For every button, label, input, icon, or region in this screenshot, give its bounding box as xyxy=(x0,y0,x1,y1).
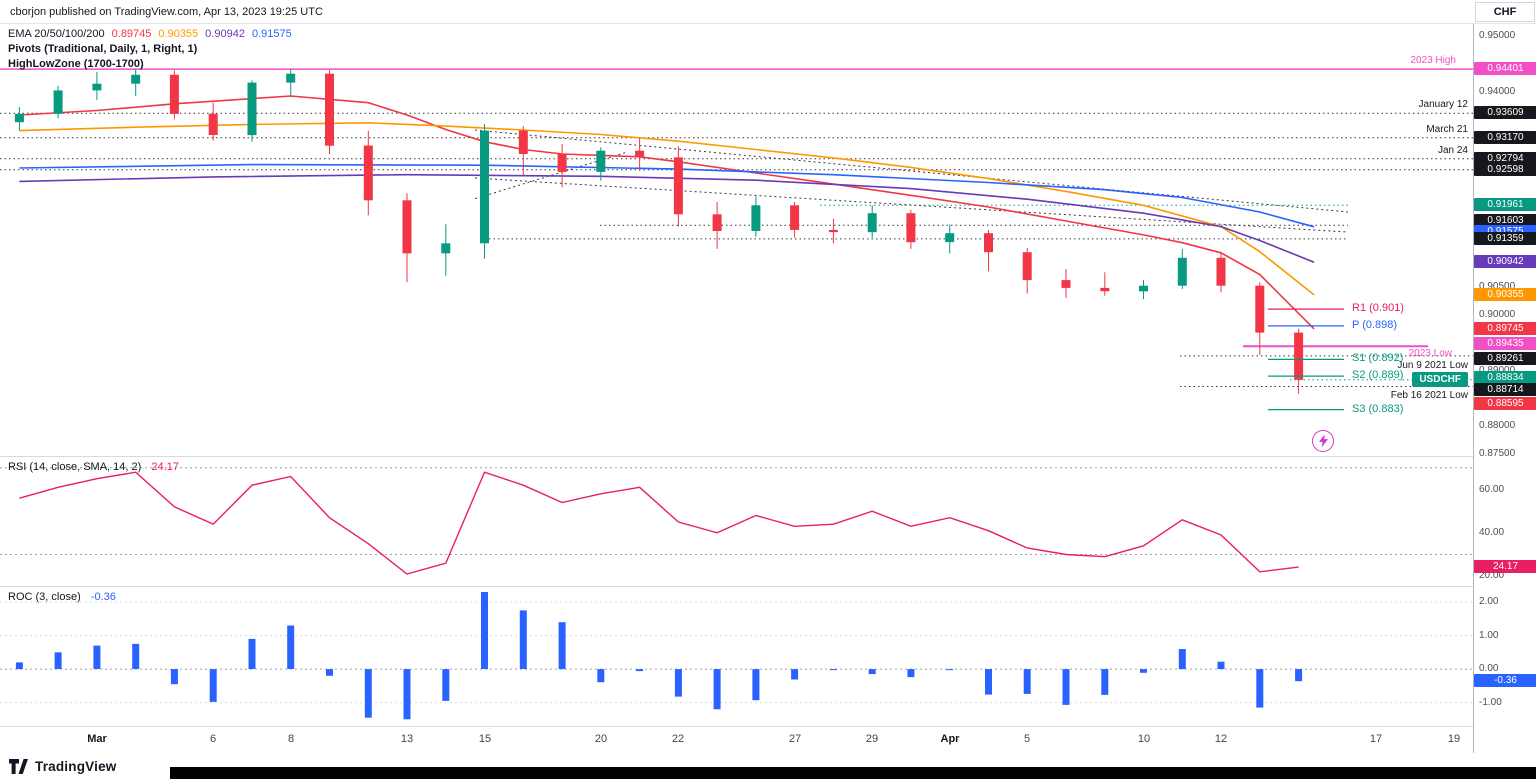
tradingview-logo-icon xyxy=(9,758,28,774)
rsi-badge: 24.17 xyxy=(1474,560,1536,573)
footer: TradingView xyxy=(0,753,1536,779)
price-tick: 0.88000 xyxy=(1479,420,1516,431)
price-badge: 0.93609 xyxy=(1474,106,1536,119)
main-legend: EMA 20/50/100/200 0.89745 0.90355 0.90942 0.… xyxy=(8,27,292,72)
ema-value: 0.90355 xyxy=(158,28,199,40)
roc-chart-canvas[interactable] xyxy=(0,587,1473,727)
ema-value: 0.90942 xyxy=(205,28,245,40)
rsi-pane[interactable]: RSI (14, close, SMA, 14, 2) 24.17 xyxy=(0,457,1473,587)
time-axis-label: 22 xyxy=(671,733,685,745)
attribution-bar: cborjon published on TradingView.com, Ap… xyxy=(0,0,1536,24)
roc-tick: -1.00 xyxy=(1479,697,1502,708)
price-badge: 0.93170 xyxy=(1474,131,1536,144)
footer-brand-text: TradingView xyxy=(35,758,117,774)
roc-legend[interactable]: ROC (3, close) -0.36 xyxy=(8,590,116,605)
rsi-tick: 60.00 xyxy=(1479,484,1505,495)
time-axis-label: 8 xyxy=(287,733,295,745)
roc-badge: -0.36 xyxy=(1474,674,1536,687)
price-badge: 0.94401 xyxy=(1474,62,1536,75)
legend-ema[interactable]: EMA 20/50/100/200 0.89745 0.90355 0.90942 0.… xyxy=(8,27,292,42)
price-badge: 0.88714 xyxy=(1474,383,1536,396)
roc-current-value: -0.36 xyxy=(90,591,116,603)
time-axis[interactable]: Mar 6 8 13 15 20 22 27 29 Apr 5 10 12 17 19 xyxy=(0,727,1473,753)
time-axis-label: 5 xyxy=(1023,733,1031,745)
rsi-tick: 40.00 xyxy=(1479,527,1505,538)
price-badge: 0.89745 xyxy=(1474,322,1536,335)
time-axis-label: 10 xyxy=(1137,733,1151,745)
attribution-text: cborjon published on TradingView.com, Ap… xyxy=(10,5,323,18)
flash-icon xyxy=(1312,430,1334,452)
ema-value: 0.89745 xyxy=(111,28,152,40)
price-tick: 0.95000 xyxy=(1479,30,1516,41)
time-axis-label: 13 xyxy=(400,733,414,745)
time-axis-label: 19 xyxy=(1447,733,1461,745)
ema-value: 0.91575 xyxy=(251,28,292,40)
tradingview-logo[interactable] xyxy=(9,758,28,775)
price-badge: 0.92598 xyxy=(1474,163,1536,176)
legend-pivots[interactable]: Pivots (Traditional, Daily, 1, Right, 1) xyxy=(8,43,198,55)
chart-panes: EMA 20/50/100/200 0.89745 0.90355 0.90942 0.… xyxy=(0,24,1473,753)
rsi-legend-label: RSI (14, close, SMA, 14, 2) xyxy=(8,461,142,473)
roc-pane[interactable]: ROC (3, close) -0.36 xyxy=(0,587,1473,727)
time-axis-label: 27 xyxy=(788,733,802,745)
price-tick: 0.89000 xyxy=(1479,365,1515,376)
price-tick: 0.90500 xyxy=(1479,281,1516,292)
price-tick: 0.90000 xyxy=(1479,309,1516,320)
time-axis-label: 17 xyxy=(1369,733,1383,745)
rsi-tick: 20.00 xyxy=(1479,570,1505,581)
time-axis-label: 6 xyxy=(209,733,217,745)
price-scale[interactable]: 0.95000 0.94000 0.90500 0.90000 0.89000 0.880… xyxy=(1473,24,1536,753)
price-tick: 0.94000 xyxy=(1479,86,1516,97)
legend-highlowzone[interactable]: HighLowZone (1700-1700) xyxy=(8,58,144,70)
price-badge: 0.88834 xyxy=(1474,371,1536,384)
price-badge: 0.92794 xyxy=(1474,152,1536,165)
time-axis-label: 12 xyxy=(1214,733,1228,745)
price-tick: 0.87500 xyxy=(1479,448,1516,459)
time-axis-label: Apr xyxy=(940,733,960,745)
roc-tick: 1.00 xyxy=(1479,630,1499,641)
price-badge: 0.91359 xyxy=(1474,232,1536,245)
price-badge: 0.89435 xyxy=(1474,337,1536,350)
main-price-pane[interactable]: EMA 20/50/100/200 0.89745 0.90355 0.90942 0.… xyxy=(0,24,1473,457)
lightning-bolt-icon xyxy=(1318,434,1328,448)
price-badge: 0.88595 xyxy=(1474,397,1536,410)
time-axis-label: Mar xyxy=(87,733,107,745)
time-axis-label: 29 xyxy=(865,733,879,745)
rsi-chart-canvas[interactable] xyxy=(0,457,1473,587)
main-chart-canvas[interactable] xyxy=(0,24,1473,457)
roc-tick: 2.00 xyxy=(1479,596,1499,607)
legend-ema-label: EMA 20/50/100/200 xyxy=(8,28,105,40)
price-badge: 0.91961 xyxy=(1474,198,1536,211)
price-badge: 0.91603 xyxy=(1474,214,1536,227)
currency-label: CHF xyxy=(1475,2,1535,22)
price-badge: 0.89261 xyxy=(1474,352,1536,365)
roc-legend-label: ROC (3, close) xyxy=(8,591,81,603)
roc-tick: 0.00 xyxy=(1479,663,1499,674)
rsi-current-value: 24.17 xyxy=(151,461,179,473)
rsi-legend[interactable]: RSI (14, close, SMA, 14, 2) 24.17 xyxy=(8,460,179,475)
time-axis-label: 20 xyxy=(594,733,608,745)
bottom-black-strip xyxy=(170,767,1536,779)
price-badge: 0.90355 xyxy=(1474,288,1536,301)
time-axis-label: 15 xyxy=(478,733,492,745)
price-badge: 0.90942 xyxy=(1474,255,1536,268)
